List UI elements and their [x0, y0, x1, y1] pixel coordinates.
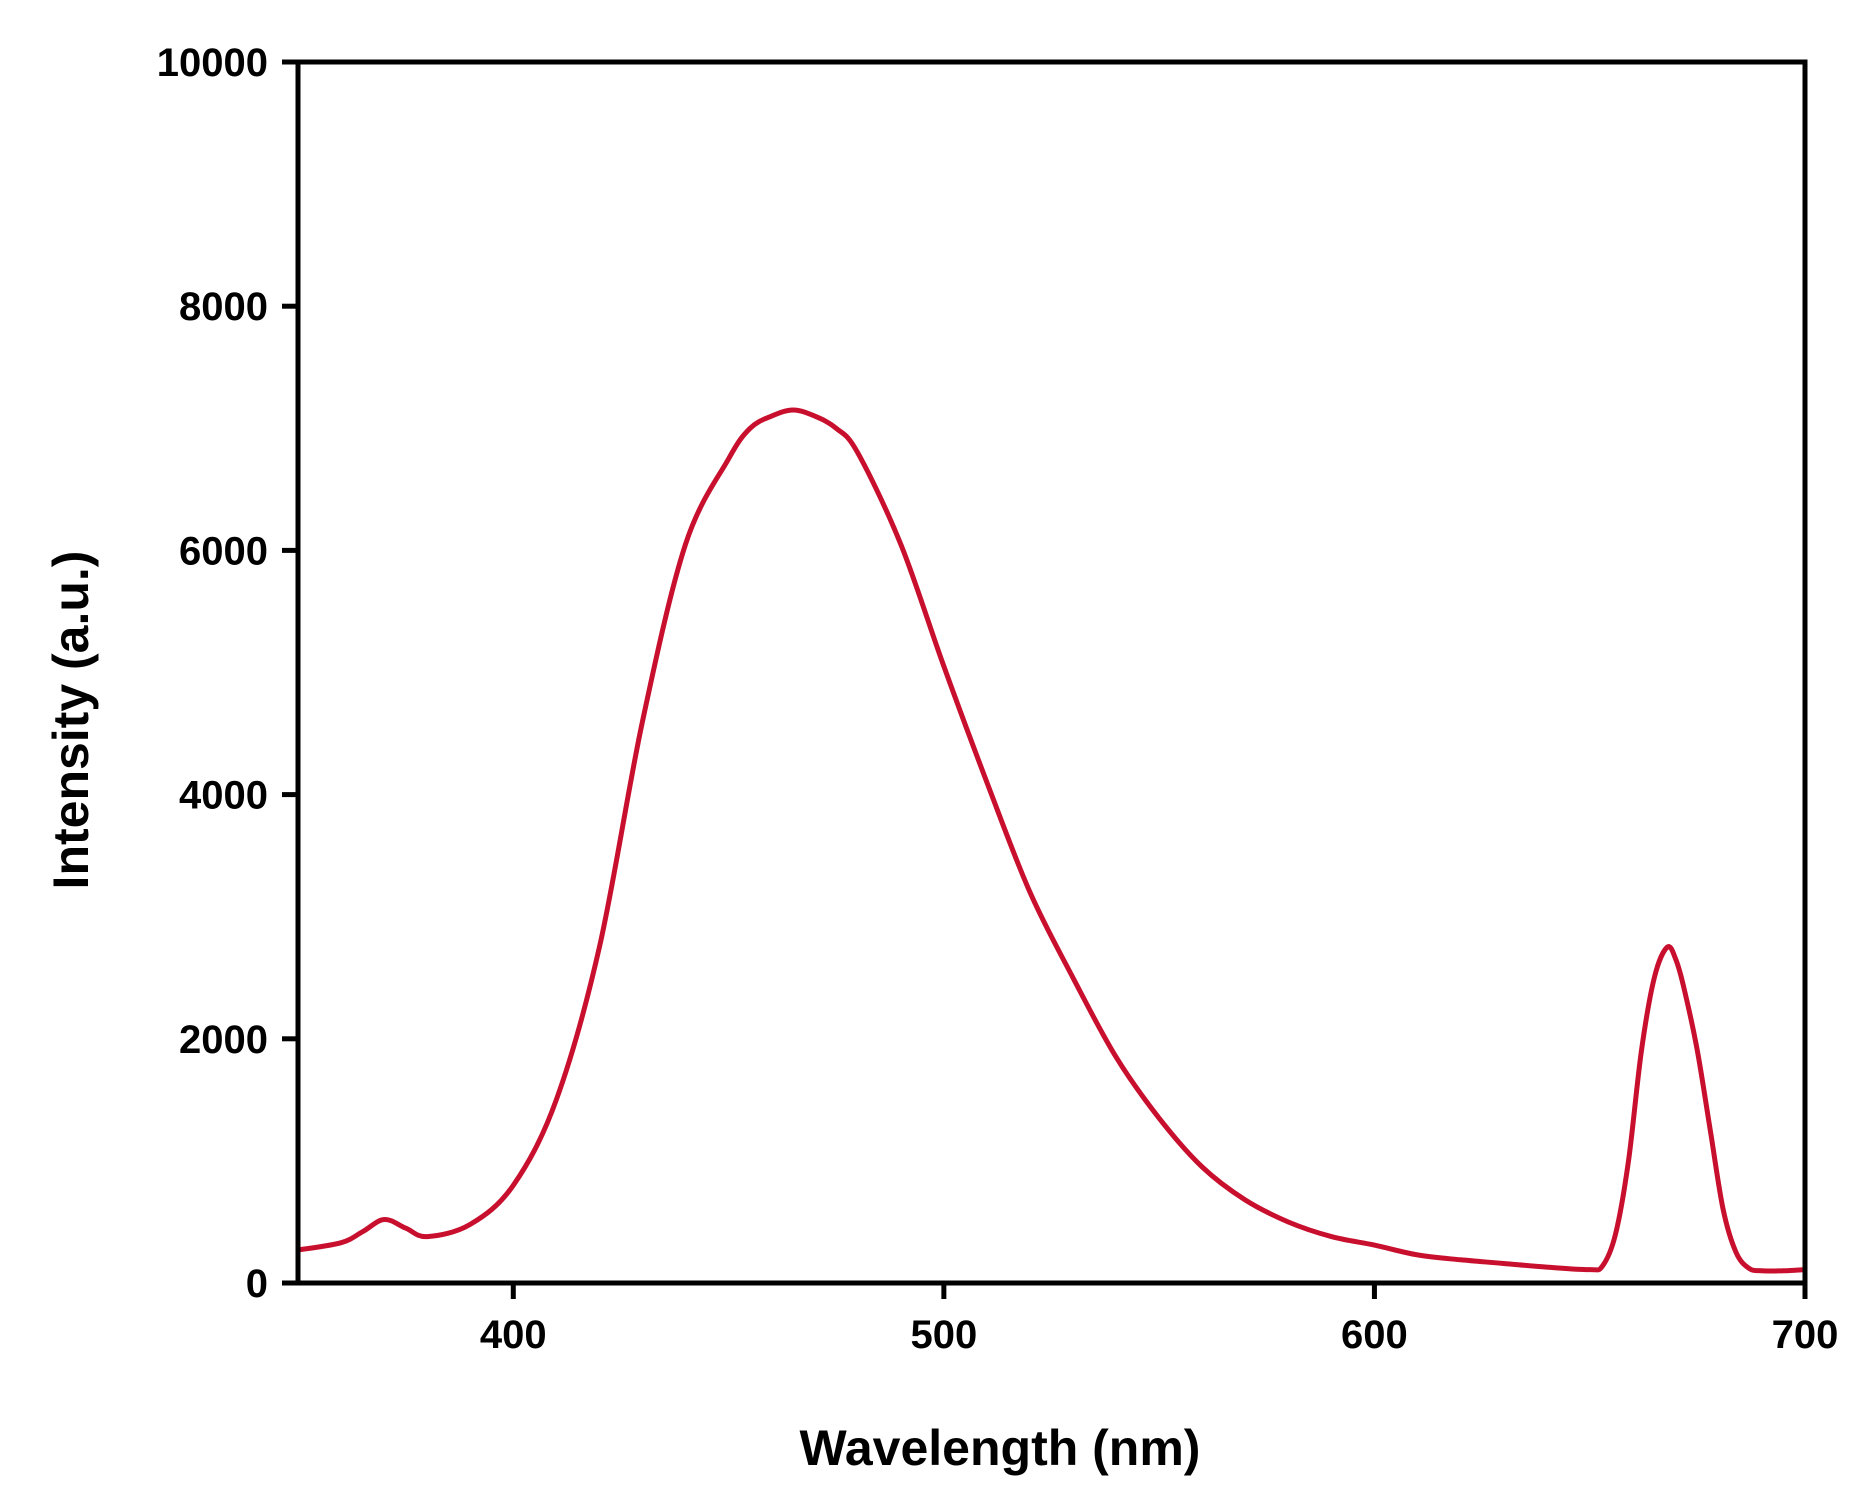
x-tick-label: 600: [1341, 1313, 1408, 1357]
series-layer: [295, 407, 1808, 1274]
y-tick-label: 0: [246, 1262, 268, 1306]
y-tick-label: 6000: [179, 529, 268, 573]
plot-frame: [295, 59, 1808, 1286]
x-axis-title: Wavelength (nm): [800, 1420, 1201, 1476]
y-tick-label: 10000: [157, 41, 268, 85]
y-tick-label: 8000: [179, 285, 268, 329]
y-axis-title: Intensity (a.u.): [43, 551, 99, 890]
x-tick-label: 400: [480, 1313, 547, 1357]
ticks-layer: 400 500 600 700 0 2000 4000 6000 8000 10000: [157, 41, 1839, 1357]
x-tick-label: 500: [910, 1313, 977, 1357]
y-tick-label: 2000: [179, 1018, 268, 1062]
series-line-0: [295, 407, 1808, 1274]
axes-layer: [295, 59, 1808, 1286]
x-tick-label: 700: [1772, 1313, 1839, 1357]
y-tick-label: 4000: [179, 774, 268, 818]
